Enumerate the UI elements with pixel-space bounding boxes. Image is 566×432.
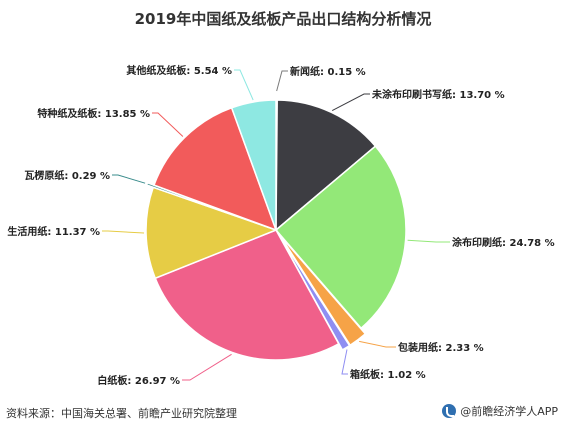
slice-label-9: 特种纸及纸板: 13.85 % <box>37 107 150 120</box>
leader-line-4 <box>359 340 396 348</box>
pie-slice-7 <box>145 186 279 280</box>
leader-line-5 <box>341 349 348 375</box>
chart-title: 2019年中国纸及纸板产品出口结构分析情况 <box>134 10 432 28</box>
brand: @前瞻经济学人APP <box>442 403 558 419</box>
leader-line-9 <box>152 112 184 137</box>
leader-line-3 <box>407 239 450 243</box>
slice-label-3: 涂布印刷纸: 24.78 % <box>452 236 555 249</box>
slice-label-4: 包装用纸: 2.33 % <box>398 341 484 354</box>
leader-line-10 <box>234 69 254 101</box>
slice-label-7: 生活用纸: 11.37 % <box>7 225 100 238</box>
brand-logo-icon <box>442 404 457 418</box>
pie-slice-5 <box>278 235 351 351</box>
pie-slice-9 <box>153 106 278 232</box>
slice-label-6: 白纸板: 26.97 % <box>97 374 180 387</box>
source-note: 资料来源：中国海关总署、前瞻产业研究院整理 <box>6 407 237 420</box>
slice-label-10: 其他纸及纸板: 5.54 % <box>126 64 232 77</box>
pie-slice-10 <box>230 99 277 231</box>
leader-line-6 <box>182 353 232 381</box>
leader-line-1 <box>276 70 288 92</box>
footer: 资料来源：中国海关总署、前瞻产业研究院整理 @前瞻经济学人APP <box>0 398 566 432</box>
leader-line-2 <box>331 93 370 112</box>
slice-label-8: 瓦楞原纸: 0.29 % <box>24 169 110 182</box>
leader-line-8 <box>112 174 146 184</box>
brand-label: @前瞻经济学人APP <box>460 405 558 418</box>
leader-line-7 <box>102 230 145 234</box>
pie-slice-3 <box>274 145 407 330</box>
pie-slice-6 <box>154 229 340 361</box>
slice-label-2: 未涂布印刷书写纸: 13.70 % <box>371 88 505 101</box>
slice-label-5: 箱纸板: 1.02 % <box>350 368 426 381</box>
pie-slice-2 <box>275 99 377 232</box>
slice-label-1: 新闻纸: 0.15 % <box>290 65 366 78</box>
